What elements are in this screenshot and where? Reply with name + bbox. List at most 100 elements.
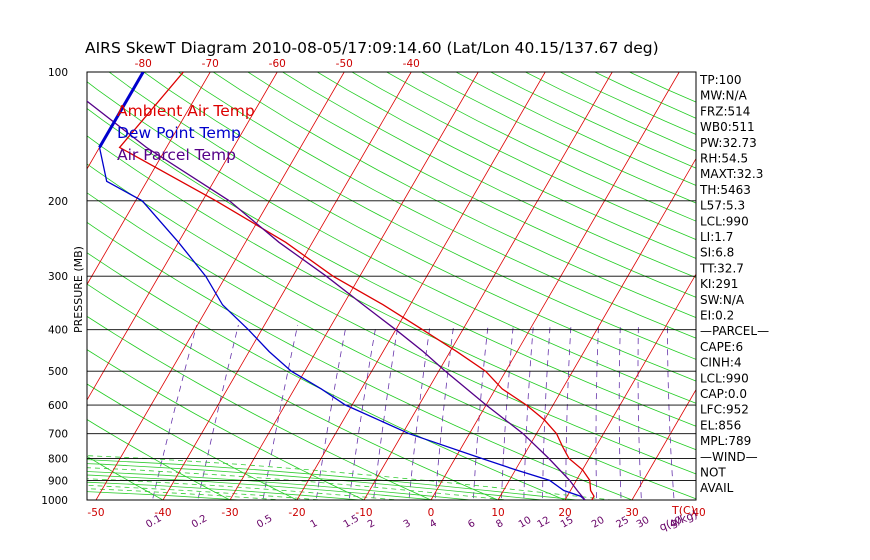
bottom-temp-tick-label: 10 — [491, 507, 504, 519]
dry-adiabat-line — [87, 192, 696, 500]
pressure-tick-label: 700 — [48, 429, 68, 441]
isotherm-line — [229, 72, 479, 500]
stability-index-item: —WIND— — [700, 450, 758, 464]
pressure-tick-label: 100 — [48, 67, 68, 79]
pressure-tick-label: 800 — [48, 454, 68, 466]
bottom-temp-tick-label: -20 — [288, 507, 305, 519]
mixing-ratio-tick-label: 3 — [402, 518, 413, 531]
legend-entry: Air Parcel Temp — [117, 146, 236, 164]
dry-adiabat-line — [247, 72, 696, 298]
bottom-temperature-axis: -50 -40 -30 -20 -10 0 10 20 30 40 — [87, 507, 705, 519]
stability-index-item: LI:1.7 — [700, 230, 733, 244]
mixing-ratio-line — [501, 324, 514, 500]
mixing-ratio-line — [434, 324, 455, 500]
top-temp-tick-label: -60 — [269, 58, 286, 70]
top-temp-tick-label: -80 — [135, 58, 152, 70]
stability-index-item: NOT — [700, 466, 726, 480]
stability-index-item: TP:100 — [699, 73, 742, 87]
dry-adiabat-line — [108, 72, 696, 382]
bottom-temp-tick-label: -10 — [355, 507, 372, 519]
moist-adiabat-line — [87, 478, 403, 500]
isotherm-line — [162, 72, 412, 500]
dry-adiabat-line — [351, 72, 696, 241]
isotherm-line — [631, 388, 696, 500]
stability-index-item: TH:5463 — [699, 183, 751, 197]
dry-adiabat-line — [87, 135, 696, 451]
stability-index-item: CAPE:6 — [700, 340, 743, 354]
dry-adiabat-line — [87, 315, 433, 500]
dry-adiabat-line — [455, 72, 696, 186]
dry-adiabat-line — [87, 455, 164, 500]
isotherm-line — [766, 72, 870, 500]
pressure-tick-label: 1000 — [41, 495, 68, 507]
moist-adiabat-line — [87, 488, 287, 500]
dry-adiabat-line — [559, 72, 696, 135]
mixing-ratio-tick-label: 8 — [494, 518, 505, 531]
legend: Ambient Air Temp Dew Point Temp Air Parcel… — [117, 102, 255, 164]
stability-index-item: CAP:0.0 — [700, 387, 747, 401]
mixing-ratio-tick-label: 0.5 — [255, 513, 274, 530]
mixing-ratio-tick-label: 10 — [517, 515, 534, 531]
isotherm-line — [296, 72, 546, 500]
isotherm-lines — [0, 72, 870, 500]
stability-index-item: SI:6.8 — [700, 246, 734, 260]
mixing-ratio-line — [197, 324, 239, 500]
isotherm-line — [95, 72, 345, 500]
isotherm-line — [430, 72, 680, 500]
mixing-ratio-line — [408, 324, 431, 500]
x-axis-unit-label: T(C) — [671, 504, 695, 517]
dry-adiabat-line — [177, 72, 696, 339]
top-temp-tick-label: -70 — [202, 58, 219, 70]
mixing-ratio-line — [637, 324, 642, 500]
stability-index-item: LCL:990 — [700, 371, 749, 385]
isotherm-line — [0, 72, 9, 500]
mixing-ratio-tick-label: 2 — [366, 518, 377, 531]
chart-title: AIRS SkewT Diagram 2010-08-05/17:09:14.6… — [85, 39, 659, 57]
pressure-tick-label: 500 — [48, 366, 68, 378]
pressure-tick-label: 200 — [48, 196, 68, 208]
mixing-ratio-line — [542, 324, 551, 500]
isotherm-line — [564, 273, 696, 500]
series-line-0 — [118, 72, 595, 500]
bottom-temp-tick-label: -50 — [87, 507, 104, 519]
isotherm-line — [833, 72, 870, 500]
series-line-2 — [87, 100, 586, 500]
bottom-temp-tick-label: -30 — [221, 507, 238, 519]
stability-index-item: MAXT:32.3 — [700, 167, 763, 181]
bottom-temp-tick-label: 20 — [558, 507, 571, 519]
isotherm-line — [497, 157, 696, 500]
dry-adiabat-line — [87, 81, 696, 404]
dry-adiabat-line — [87, 252, 567, 500]
dry-adiabat-line — [212, 72, 696, 318]
mixing-ratio-line — [523, 324, 534, 500]
top-temp-tick-label: -40 — [403, 58, 420, 70]
isotherm-line — [87, 72, 278, 401]
sounding-profiles — [87, 72, 595, 500]
pressure-axis: 100 200 300 400 500 600 700 800 900 1000 — [41, 67, 68, 507]
stability-index-item: EL:856 — [700, 418, 741, 432]
mixing-ratio-line — [565, 324, 572, 500]
mixing-ratio-line — [262, 324, 299, 500]
stability-index-item: MPL:789 — [700, 434, 751, 448]
mixing-ratio-lines — [87, 324, 870, 500]
mixing-ratio-line — [472, 324, 489, 500]
dry-adiabat-lines — [87, 72, 696, 500]
mixing-ratio-tick-label: 12 — [536, 515, 553, 531]
mixing-ratio-tick-label: 6 — [466, 518, 477, 531]
stability-index-item: PW:32.73 — [700, 136, 757, 150]
bottom-temp-tick-label: -40 — [154, 507, 171, 519]
legend-entry: Ambient Air Temp — [117, 102, 255, 120]
y-axis-label: PRESSURE (MB) — [72, 246, 85, 333]
stability-index-item: SW:N/A — [700, 293, 745, 307]
mixing-ratio-line — [315, 324, 347, 500]
top-temperature-axis: -80 -70 -60 -50 -40 — [135, 58, 420, 70]
isotherm-line — [87, 72, 211, 286]
mixing-ratio-line — [595, 324, 599, 500]
top-temp-tick-label: -50 — [336, 58, 353, 70]
dry-adiabat-line — [143, 72, 696, 360]
moist-adiabat-line — [87, 455, 616, 500]
stability-index-item: KI:291 — [700, 277, 738, 291]
stability-index-item: LCL:990 — [700, 214, 749, 228]
